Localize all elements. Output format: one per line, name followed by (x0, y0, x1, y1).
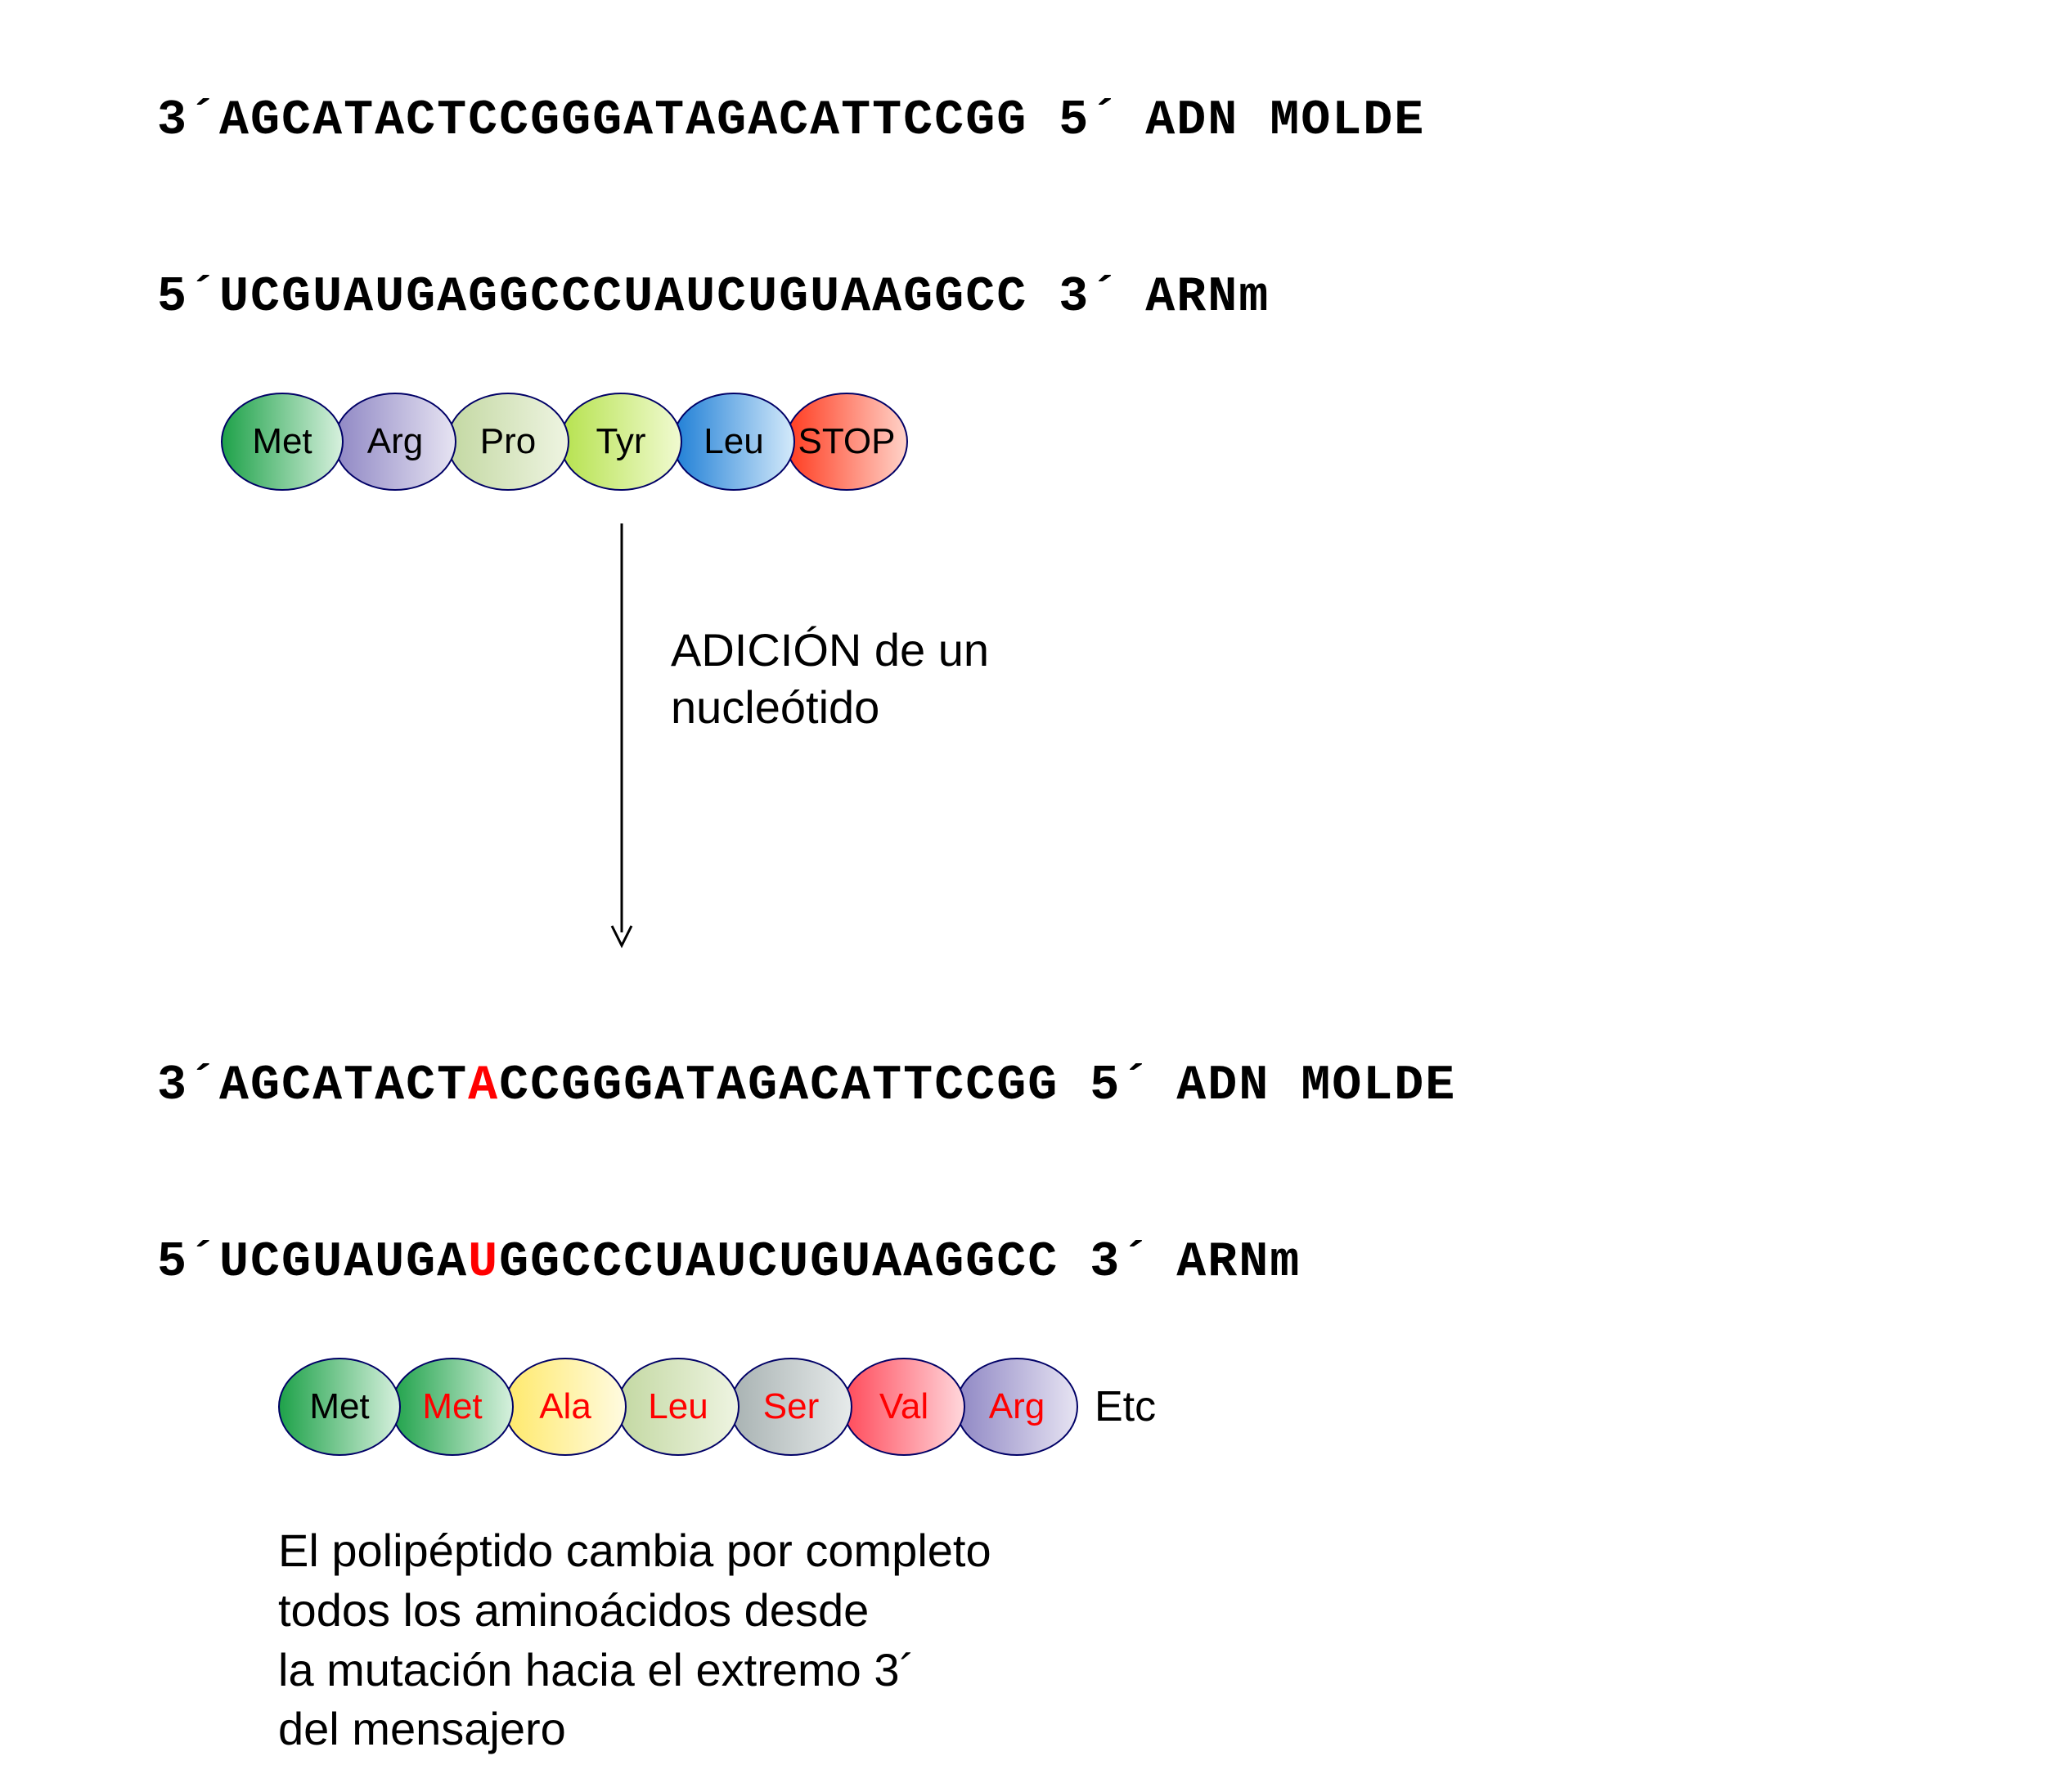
chain-etc: Etc (1095, 1382, 1156, 1431)
top-mrna-seq: UCGUAUGAGGCCCUAUCUGUAAGGCC (219, 270, 1027, 326)
bottom-mrna-before: UCGUAUGA (219, 1235, 468, 1291)
top-amino-acid-chain: MetArgProTyrLeuSTOP (221, 393, 1996, 491)
bottom-mrna-suffix: 3´ (1090, 1235, 1152, 1291)
amino-acid-oval: Leu (617, 1358, 740, 1456)
diagram-container: 3´AGCATACTCCGGGATAGACATTCCGG 5´ADN MOLDE… (33, 33, 1996, 1759)
bottom-mrna-after: GGCCCUAUCUGUAAGGCC (499, 1235, 1059, 1291)
caption-l3: la mutación hacia el extremo 3´ (278, 1644, 915, 1695)
amino-acid-oval: Pro (447, 393, 569, 491)
bottom-mrna-inserted: U (468, 1235, 499, 1291)
bottom-dna-after: CCGGGATAGACATTCCGG (499, 1058, 1059, 1114)
amino-acid-oval: Arg (955, 1358, 1078, 1456)
top-dna-seq: AGCATACTCCGGGATAGACATTCCGG (219, 93, 1027, 149)
top-dna-label: ADN MOLDE (1145, 92, 1425, 150)
top-mrna-line: 5´UCGUAUGAGGCCCUAUCUGUAAGGCC 3´ ARNm (33, 209, 1996, 386)
arrow-icon (605, 523, 638, 949)
bottom-amino-acid-chain: MetMetAlaLeuSerValArgEtc (278, 1358, 1996, 1456)
arrow-block: ADICIÓN de un nucleótido (605, 523, 1996, 949)
amino-acid-oval: Met (391, 1358, 514, 1456)
bottom-dna-line: 3´AGCATACTACCGGGATAGACATTCCGG 5´ ADN MOLD… (33, 998, 1996, 1174)
amino-acid-oval: Ser (730, 1358, 852, 1456)
bottom-dna-before: AGCATACT (219, 1058, 468, 1114)
amino-acid-oval: Val (843, 1358, 965, 1456)
arrow-label-line1: ADICIÓN de un (671, 624, 989, 676)
bottom-dna-label: ADN MOLDE (1176, 1057, 1456, 1116)
top-mrna-label: ARNm (1145, 268, 1270, 327)
arrow-label-line2: nucleótido (671, 681, 879, 733)
amino-acid-oval: Met (221, 393, 344, 491)
top-dna-suffix: 5´ (1059, 93, 1121, 149)
arrow-label: ADICIÓN de un nucleótido (671, 622, 989, 736)
caption-l2: todos los aminoácidos desde (278, 1584, 869, 1636)
bottom-dna-inserted: A (468, 1058, 499, 1114)
bottom-dna-suffix: 5´ (1090, 1058, 1152, 1114)
bottom-mrna-prefix: 5´ (157, 1235, 219, 1291)
bottom-dna-prefix: 3´ (157, 1058, 219, 1114)
bottom-mrna-label: ARNm (1176, 1233, 1301, 1292)
bottom-mrna-line: 5´UCGUAUGAUGGCCCUAUCUGUAAGGCC 3´ ARNm (33, 1174, 1996, 1351)
amino-acid-oval: Met (278, 1358, 401, 1456)
amino-acid-oval: Leu (672, 393, 795, 491)
top-dna-line: 3´AGCATACTCCGGGATAGACATTCCGG 5´ ADN MOLDE (33, 33, 1996, 209)
amino-acid-oval: Arg (334, 393, 456, 491)
amino-acid-oval: STOP (785, 393, 908, 491)
amino-acid-oval: Tyr (560, 393, 682, 491)
top-mrna-suffix: 3´ (1059, 270, 1121, 326)
caption-l4: del mensajero (278, 1703, 566, 1754)
caption-l1: El polipéptido cambia por completo (278, 1525, 991, 1576)
top-mrna-prefix: 5´ (157, 270, 219, 326)
top-dna-prefix: 3´ (157, 93, 219, 149)
amino-acid-oval: Ala (504, 1358, 627, 1456)
caption: El polipéptido cambia por completo todos… (278, 1521, 1996, 1759)
